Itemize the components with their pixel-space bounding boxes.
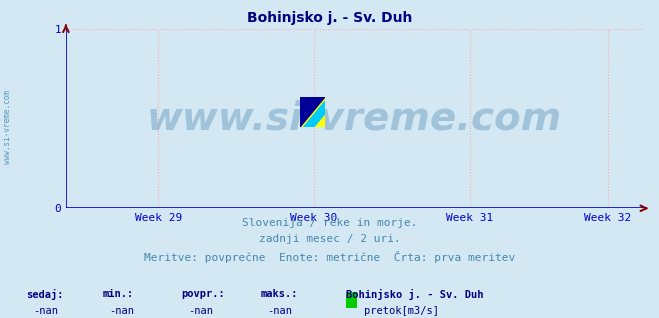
Text: Slovenija / reke in morje.: Slovenija / reke in morje. <box>242 218 417 228</box>
Text: sedaj:: sedaj: <box>26 289 64 300</box>
Text: Bohinjsko j. - Sv. Duh: Bohinjsko j. - Sv. Duh <box>247 11 412 25</box>
Polygon shape <box>304 101 325 127</box>
Text: maks.:: maks.: <box>260 289 298 299</box>
Text: min.:: min.: <box>102 289 133 299</box>
Text: pretok[m3/s]: pretok[m3/s] <box>364 306 440 316</box>
Polygon shape <box>300 97 325 127</box>
Text: -nan: -nan <box>33 306 58 316</box>
Text: zadnji mesec / 2 uri.: zadnji mesec / 2 uri. <box>258 234 401 244</box>
Text: www.si-vreme.com: www.si-vreme.com <box>146 100 562 137</box>
Text: Bohinjsko j. - Sv. Duh: Bohinjsko j. - Sv. Duh <box>346 289 484 300</box>
Text: Meritve: povprečne  Enote: metrične  Črta: prva meritev: Meritve: povprečne Enote: metrične Črta:… <box>144 251 515 263</box>
Text: povpr.:: povpr.: <box>181 289 225 299</box>
Text: -nan: -nan <box>109 306 134 316</box>
Text: -nan: -nan <box>188 306 213 316</box>
Text: -nan: -nan <box>267 306 292 316</box>
Polygon shape <box>300 97 325 127</box>
Text: www.si-vreme.com: www.si-vreme.com <box>3 90 13 164</box>
